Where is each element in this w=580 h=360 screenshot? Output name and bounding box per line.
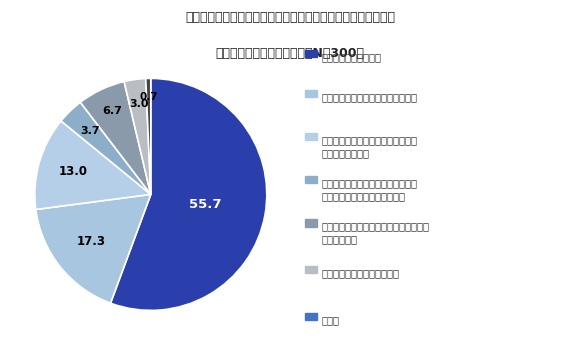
Wedge shape <box>35 121 151 210</box>
Wedge shape <box>81 81 151 194</box>
Wedge shape <box>111 78 267 310</box>
Text: 全く導入されていない: 全く導入されていない <box>322 52 382 62</box>
Text: 3.7: 3.7 <box>80 126 100 136</box>
Text: 55.7: 55.7 <box>189 198 222 211</box>
Text: その他: その他 <box>322 315 340 325</box>
Text: 13.0: 13.0 <box>59 165 88 178</box>
Text: 17.3: 17.3 <box>76 235 105 248</box>
Wedge shape <box>124 78 151 194</box>
Wedge shape <box>61 102 151 194</box>
Text: データの蓄積・可視化ができている: データの蓄積・可視化ができている <box>322 92 418 102</box>
Text: 取り入れられていますか。（N＝300）: 取り入れられていますか。（N＝300） <box>216 47 364 60</box>
Wedge shape <box>146 78 151 194</box>
Text: 打ち手が成果に繋がっている: 打ち手が成果に繋がっている <box>322 268 400 278</box>
Text: データの基礎的な分析（平均・分散
等）ができている: データの基礎的な分析（平均・分散 等）ができている <box>322 135 418 158</box>
Text: 3.0: 3.0 <box>129 99 148 109</box>
Text: 0.7: 0.7 <box>140 92 158 102</box>
Text: 6.7: 6.7 <box>102 106 122 116</box>
Text: データを分析した結果により、打ち手に
繋がっている: データを分析した結果により、打ち手に 繋がっている <box>322 221 430 244</box>
Text: あなたの会社ではピープルアナリティクスはどのステップまで: あなたの会社ではピープルアナリティクスはどのステップまで <box>185 11 395 24</box>
Text: データの高度な分析（機械学習、自
然言語処理など）ができている: データの高度な分析（機械学習、自 然言語処理など）ができている <box>322 178 418 201</box>
Wedge shape <box>36 194 151 303</box>
